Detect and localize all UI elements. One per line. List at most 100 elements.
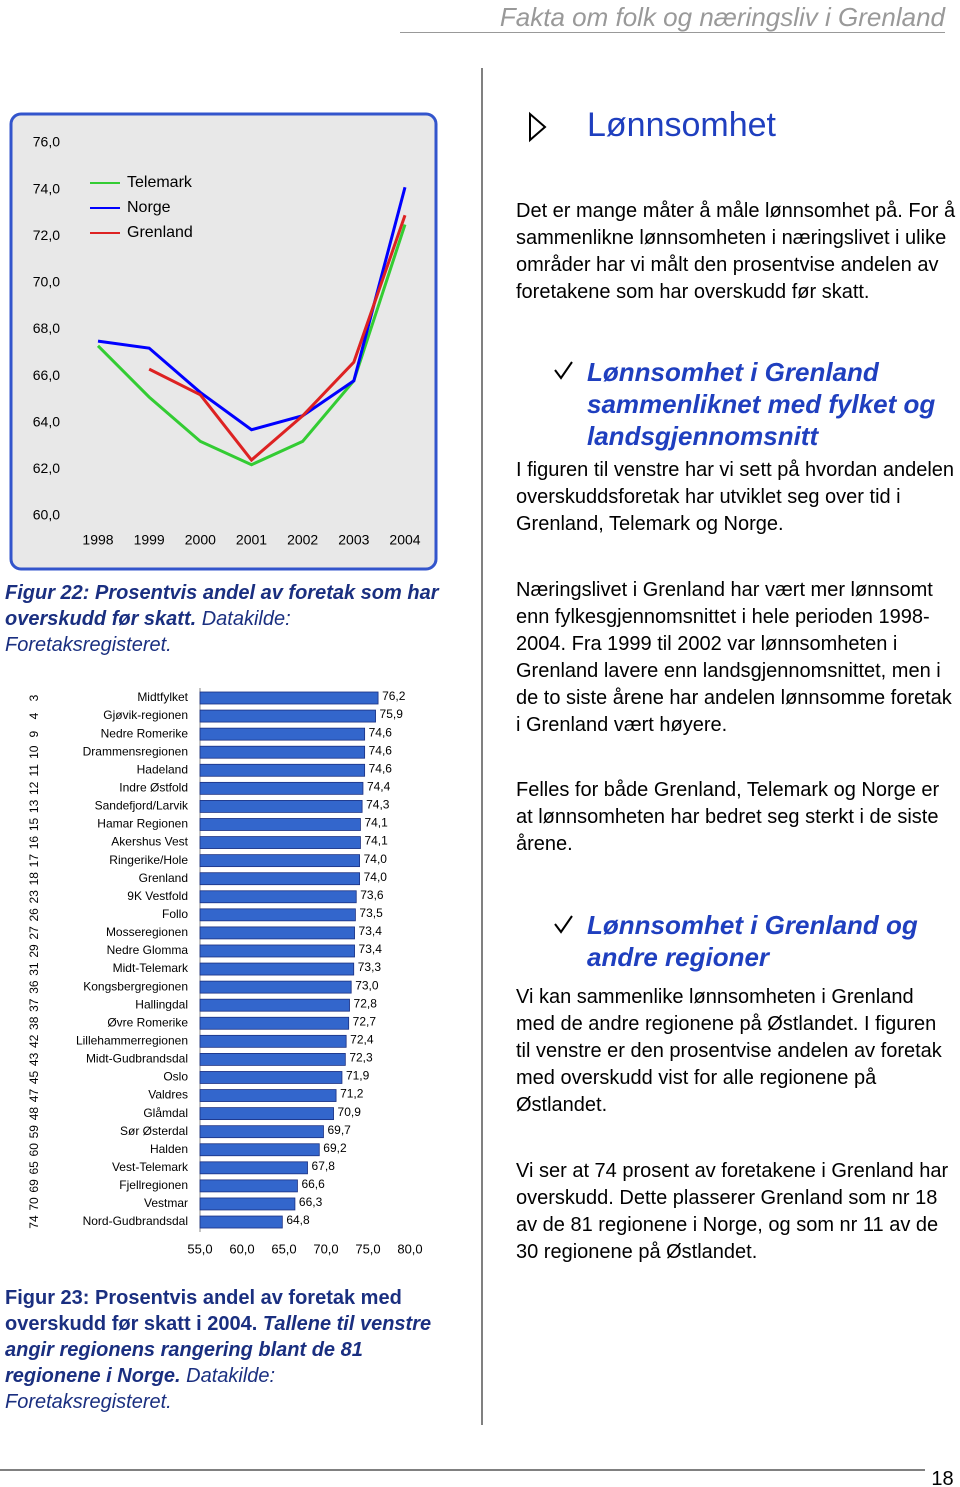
rank-label: 23 (27, 890, 41, 904)
value-label: 70,9 (338, 1105, 362, 1119)
category-label: Hadeland (137, 762, 188, 776)
caption-part: Datakilde: Foretaksregisteret. (5, 608, 291, 656)
bar (199, 1053, 346, 1066)
rank-label: 42 (27, 1034, 41, 1048)
caption-part: Tallene til venstre angir regionens rang… (5, 1313, 432, 1387)
x-tick-label: 65,0 (271, 1241, 296, 1256)
paragraph: Det er mange måter å måle lønnsomhet på.… (516, 200, 956, 303)
y-tick-label: 72,0 (33, 227, 60, 243)
category-label: Follo (162, 907, 188, 921)
category-label: Nord-Gudbrandsdal (83, 1214, 188, 1228)
arrow-bullet (529, 111, 547, 143)
category-label: Fjellregionen (119, 1178, 188, 1192)
value-label: 73,0 (355, 978, 379, 992)
check-icon (554, 915, 573, 934)
category-label: Gjøvik-regionen (103, 708, 188, 722)
value-label: 72,8 (354, 996, 378, 1010)
paragraph: Vi kan sammenlike lønnsomheten i Grenlan… (516, 986, 942, 1116)
bar (199, 818, 361, 831)
rank-label: 4 (27, 712, 41, 719)
category-label: Mosseregionen (106, 925, 188, 939)
category-label: Valdres (148, 1088, 188, 1102)
bar (199, 1161, 308, 1175)
value-label: 73,3 (358, 960, 382, 974)
bar (199, 709, 376, 723)
subheading: Lønnsomhet i Grenland og andre regioner (587, 910, 918, 972)
bar (199, 836, 361, 849)
y-tick-label: 62,0 (33, 460, 60, 476)
category-label: Sør Østerdal (120, 1124, 188, 1138)
rank-label: 59 (27, 1125, 41, 1139)
rank-label: 70 (27, 1197, 41, 1211)
rank-label: 26 (27, 908, 41, 922)
value-label: 66,3 (299, 1195, 323, 1209)
bar (199, 1016, 350, 1030)
bar (199, 691, 379, 705)
legend-label: Telemark (127, 174, 193, 191)
rank-label: 48 (27, 1107, 41, 1121)
x-tick-label: 75,0 (355, 1241, 380, 1256)
series-line (148, 214, 407, 463)
bar (199, 727, 366, 741)
value-label: 74,3 (366, 798, 390, 812)
value-label: 72,7 (353, 1014, 377, 1028)
bar (199, 1179, 298, 1193)
bar (199, 1215, 283, 1229)
y-tick-label: 68,0 (33, 320, 60, 336)
caption-part: Figur 22: Prosentvis andel av foretak so… (5, 582, 439, 630)
category-label: Midt-Telemark (113, 961, 189, 975)
paragraph: I figuren til venstre har vi sett på hvo… (516, 459, 955, 535)
rank-label: 45 (27, 1070, 41, 1084)
value-label: 74,6 (369, 743, 393, 757)
category-label: Hallingdal (135, 997, 188, 1011)
y-tick-label: 66,0 (33, 367, 60, 383)
value-label: 75,9 (380, 707, 404, 721)
bar (199, 763, 366, 777)
x-tick-label: 2001 (236, 532, 267, 548)
x-tick-label: 80,0 (397, 1241, 422, 1256)
bar (199, 926, 355, 940)
value-label: 73,4 (359, 924, 383, 938)
y-tick-label: 60,0 (33, 507, 60, 523)
bar (199, 1089, 337, 1102)
rank-label: 74 (27, 1215, 41, 1229)
figure-caption: Figur 23: Prosentvis andel av foretak me… (5, 1285, 445, 1415)
category-label: Nedre Glomma (107, 943, 189, 957)
y-tick-label: 70,0 (33, 274, 60, 290)
bar (199, 1034, 347, 1048)
category-label: Grenland (139, 871, 188, 885)
x-tick-label: 60,0 (229, 1241, 254, 1256)
x-tick-label: 1998 (82, 532, 113, 548)
paragraph: Felles for både Grenland, Telemark og No… (516, 779, 940, 855)
x-tick-label: 2000 (185, 532, 216, 548)
bar (199, 944, 355, 958)
category-label: Drammensregionen (83, 744, 188, 758)
rank-label: 69 (27, 1179, 41, 1193)
y-tick-label: 64,0 (33, 413, 60, 429)
value-label: 64,8 (286, 1213, 310, 1227)
category-label: Vest-Telemark (112, 1160, 189, 1174)
value-label: 74,1 (364, 816, 388, 830)
rank-label: 36 (27, 980, 41, 994)
bar (199, 962, 355, 976)
value-label: 71,2 (340, 1087, 364, 1101)
value-label: 69,7 (327, 1123, 351, 1137)
category-label: Nedre Romerike (101, 726, 189, 740)
rank-label: 9 (27, 730, 41, 737)
bar (199, 745, 366, 759)
rank-label: 47 (27, 1089, 41, 1103)
bar (199, 998, 350, 1012)
category-label: Midtfylket (137, 690, 188, 704)
x-tick-label: 2002 (287, 532, 318, 548)
bar (199, 1107, 334, 1121)
value-label: 71,9 (346, 1069, 370, 1083)
value-label: 74,4 (367, 780, 391, 794)
x-tick-label: 1999 (134, 532, 165, 548)
value-label: 74,6 (369, 761, 393, 775)
value-label: 74,0 (364, 870, 388, 884)
paragraph: Næringslivet i Grenland har vært mer løn… (516, 579, 952, 736)
caption-part: Figur 23: Prosentvis andel av foretak me… (5, 1287, 402, 1335)
value-label: 73,4 (359, 942, 383, 956)
